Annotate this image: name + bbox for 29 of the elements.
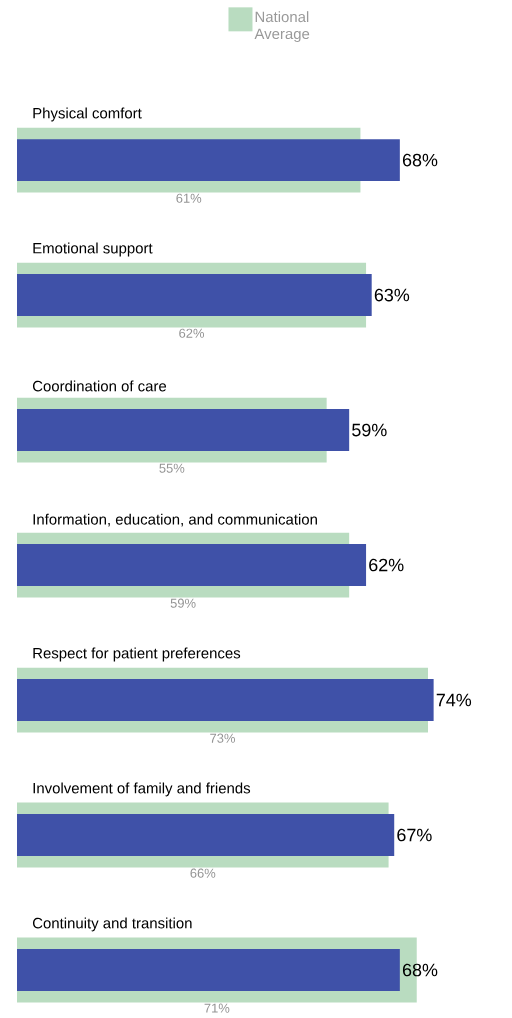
- bar: [17, 949, 400, 991]
- bar: [17, 679, 434, 721]
- data-label: 66%: [190, 868, 216, 878]
- y-tick-label: Coordination of care: [32, 380, 167, 392]
- legend-label: National Average: [254, 11, 310, 43]
- data-label: 68%: [402, 153, 438, 167]
- data-label: 61%: [176, 193, 202, 203]
- data-label: 62%: [179, 328, 205, 338]
- y-tick-label: Respect for patient preferences: [33, 647, 241, 662]
- y-tick-label: Continuity and transition: [32, 917, 192, 932]
- data-label: 55%: [159, 463, 185, 473]
- data-label: 59%: [352, 423, 387, 437]
- bar: [17, 139, 400, 181]
- bar: [17, 274, 372, 316]
- data-label: 71%: [204, 1003, 230, 1013]
- y-tick-label: Information, education, and communication: [33, 513, 317, 527]
- data-label: 73%: [210, 733, 235, 743]
- bar: [17, 409, 350, 451]
- y-tick-label: Involvement of family and friends: [33, 782, 251, 797]
- y-tick-label: Physical comfort: [33, 107, 142, 122]
- data-label: 67%: [397, 828, 432, 842]
- data-label: 59%: [170, 598, 196, 608]
- data-label: 62%: [369, 558, 404, 572]
- bar: [17, 814, 395, 856]
- bar: [17, 544, 367, 586]
- data-label: 63%: [374, 288, 410, 302]
- data-label: 74%: [436, 693, 472, 707]
- y-tick-label: Emotional support: [33, 242, 153, 257]
- data-label: 68%: [402, 963, 438, 977]
